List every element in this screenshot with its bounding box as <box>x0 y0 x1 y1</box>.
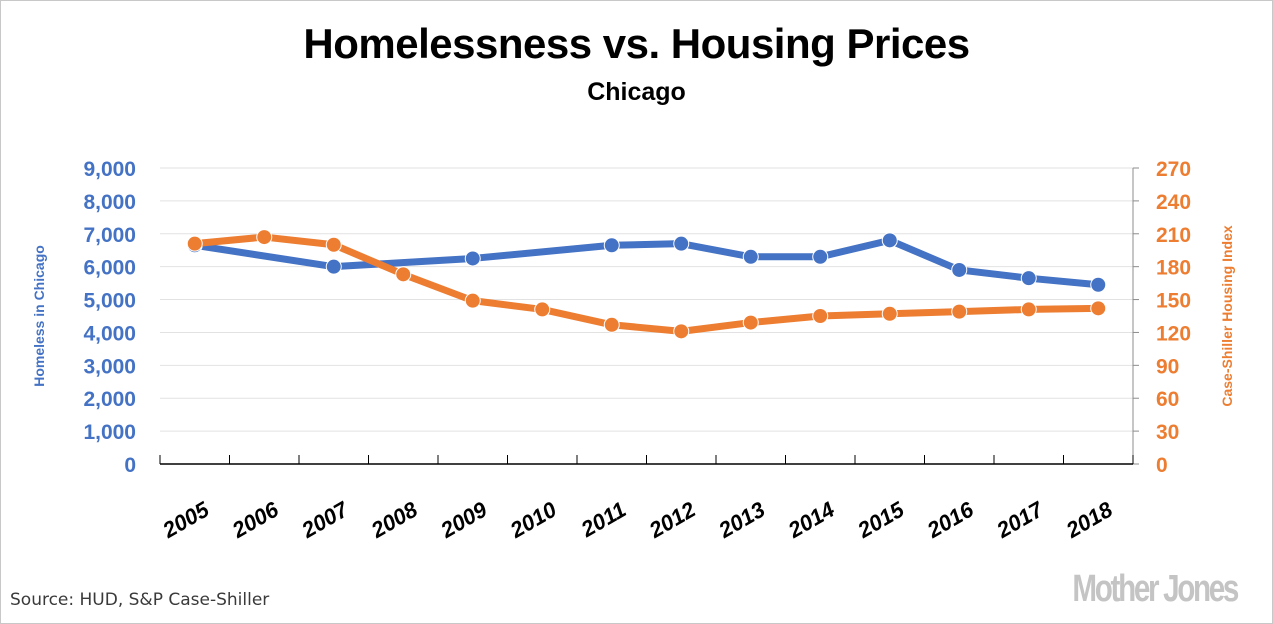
data-point <box>464 292 481 309</box>
data-point <box>742 314 759 331</box>
right-tick-label: 240 <box>1156 191 1191 214</box>
chart-title: Homelessness vs. Housing Prices <box>303 20 970 67</box>
series-homeless <box>186 232 1107 293</box>
right-tick-label: 60 <box>1156 388 1179 411</box>
left-tick-label: 2,000 <box>83 388 136 411</box>
chart-subtitle: Chicago <box>587 78 686 106</box>
x-tick-label: 2012 <box>644 496 700 543</box>
data-point <box>603 316 620 333</box>
x-axis-ticks: 2005 2006 2007 2008 2009 2010 2011 2012 2013 2014… <box>157 496 1117 544</box>
data-point <box>881 232 898 249</box>
right-tick-label: 90 <box>1156 355 1179 378</box>
data-point <box>673 323 690 340</box>
x-tick-label: 2015 <box>852 496 908 543</box>
data-point <box>1090 276 1107 293</box>
left-tick-label: 1,000 <box>83 421 136 444</box>
x-tick-label: 2016 <box>922 496 978 543</box>
x-tick-label: 2014 <box>783 497 839 544</box>
left-tick-label: 4,000 <box>83 322 136 345</box>
x-tick-label: 2013 <box>713 497 769 544</box>
left-tick-label: 0 <box>124 454 136 477</box>
gridlines <box>160 167 1133 432</box>
x-tick-label: 2010 <box>505 496 561 543</box>
axes <box>159 167 1139 465</box>
right-axis-ticks: 0 30 60 90 120 150 180 210 240 270 <box>1156 158 1191 477</box>
data-point <box>951 303 968 320</box>
data-point <box>742 248 759 265</box>
data-point <box>881 305 898 322</box>
data-point <box>812 248 829 265</box>
data-point <box>464 250 481 267</box>
mother-jones-logo: Mother Jones <box>1072 568 1239 610</box>
series-line <box>194 233 1099 335</box>
x-tick-label: 2009 <box>435 496 491 543</box>
series-group <box>186 229 1107 340</box>
x-tick-label: 2006 <box>227 496 283 543</box>
data-point <box>186 235 203 252</box>
data-point <box>395 266 412 283</box>
x-tick-label: 2017 <box>991 496 1048 544</box>
right-tick-label: 0 <box>1156 454 1168 477</box>
x-tick-label: 2007 <box>296 496 353 544</box>
data-point <box>325 258 342 275</box>
data-point <box>673 235 690 252</box>
x-tick-label: 2005 <box>157 496 213 543</box>
right-tick-label: 270 <box>1156 158 1191 181</box>
x-tick-label: 2011 <box>576 497 630 543</box>
right-tick-label: 210 <box>1156 224 1191 247</box>
x-tick-label: 2018 <box>1061 496 1117 543</box>
data-point <box>603 237 620 254</box>
left-tick-label: 6,000 <box>83 257 136 280</box>
left-tick-label: 5,000 <box>83 290 136 313</box>
left-tick-label: 8,000 <box>83 191 136 214</box>
series-case-shiller <box>186 229 1107 340</box>
right-tick-label: 150 <box>1156 290 1191 313</box>
data-point <box>256 229 273 246</box>
source-note: Source: HUD, S&P Case-Shiller <box>10 590 270 610</box>
data-point <box>1020 270 1037 287</box>
right-tick-label: 30 <box>1156 421 1179 444</box>
left-axis-label: Homeless in Chicago <box>31 245 47 387</box>
data-point <box>1020 301 1037 318</box>
left-tick-label: 3,000 <box>83 355 136 378</box>
right-tick-label: 120 <box>1156 322 1191 345</box>
data-point <box>812 308 829 324</box>
right-tick-label: 180 <box>1156 257 1191 280</box>
x-tick-label: 2008 <box>366 496 422 543</box>
left-axis-ticks: 0 1,000 2,000 3,000 4,000 5,000 6,000 7,000 8,00… <box>83 158 136 477</box>
left-tick-label: 9,000 <box>83 158 136 181</box>
right-axis-label: Case-Shiller Housing Index <box>1219 225 1235 406</box>
left-tick-label: 7,000 <box>83 224 136 247</box>
data-point <box>1090 300 1107 317</box>
data-point <box>951 261 968 278</box>
data-point <box>534 301 551 318</box>
data-point <box>325 236 342 253</box>
